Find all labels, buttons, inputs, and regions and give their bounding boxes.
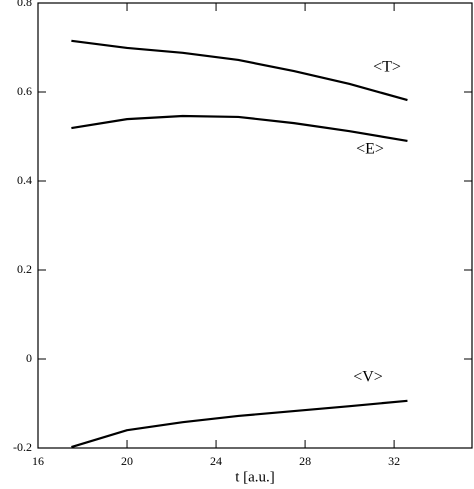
series-annotation: <V>	[353, 369, 383, 386]
x-tick-label: 32	[388, 454, 400, 468]
plot-frame	[37, 2, 473, 449]
series-annotation: <T>	[373, 59, 401, 76]
series-annotation: <E>	[356, 141, 384, 158]
y-tick-label: 0.4	[17, 173, 32, 187]
y-tick-label: 0	[26, 351, 32, 365]
y-tick-label: 0.2	[17, 262, 32, 276]
line-series	[71, 399, 408, 449]
x-tick-label: 28	[299, 454, 311, 468]
line-series	[71, 39, 408, 102]
x-tick-label: 24	[210, 454, 222, 468]
x-tick-label: 16	[32, 454, 44, 468]
y-tick-label: 0.6	[17, 84, 32, 98]
x-axis-label: t [a.u.]	[235, 469, 275, 485]
y-tick-label: 0.8	[17, 0, 32, 9]
y-tick-label: -0.2	[13, 440, 32, 454]
x-tick-label: 20	[121, 454, 133, 468]
line-series	[71, 114, 408, 143]
